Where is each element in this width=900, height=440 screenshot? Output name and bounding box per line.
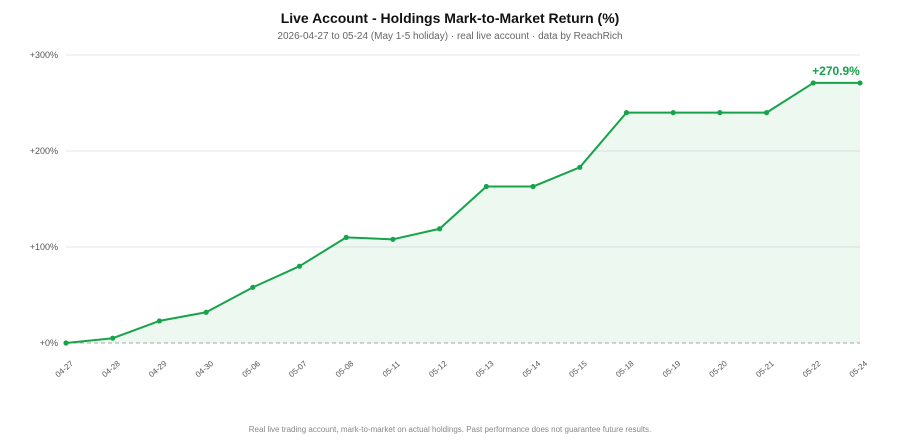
data-point (810, 80, 816, 86)
data-point (250, 284, 256, 290)
y-tick-label: +300% (30, 50, 58, 60)
series-line (65, 81, 860, 344)
data-point (857, 80, 863, 86)
data-point (717, 110, 723, 116)
x-tick-label: 04-27 (54, 359, 76, 379)
x-tick-label: 04-28 (100, 359, 122, 379)
x-tick-label: 04-29 (147, 359, 169, 379)
data-point (343, 234, 349, 240)
chart-subtitle: 2026-04-27 to 05-24 (May 1-5 holiday) · … (277, 31, 623, 42)
data-point (530, 183, 536, 190)
data-point (577, 164, 583, 170)
area-fill (66, 82, 860, 343)
data-point (623, 110, 630, 116)
x-tick-label: 05-14 (521, 359, 543, 379)
y-tick-label: +200% (30, 146, 58, 156)
x-tick-label: 05-12 (427, 359, 449, 379)
data-point (203, 309, 209, 315)
x-tick-label: 05-24 (848, 359, 870, 379)
data-point (390, 236, 396, 242)
chart-title: Live Account - Holdings Mark-to-Market R… (280, 10, 620, 26)
final-value-label: +270.9% (812, 64, 860, 78)
x-tick-label: 05-18 (614, 359, 636, 379)
data-point (296, 263, 303, 269)
data-point (437, 226, 443, 232)
x-tick-label: 05-11 (381, 359, 402, 379)
return-chart: +0% +100% +200% +300% 04-27 04-28 04-29 04-30 05… (30, 50, 870, 379)
x-tick-label: 05-20 (708, 359, 730, 379)
x-tick-label: 05-21 (754, 359, 776, 379)
x-tick-label: 05-06 (240, 359, 262, 379)
y-tick-label: +100% (30, 242, 58, 252)
data-point (670, 110, 676, 116)
x-tick-label: 05-13 (474, 359, 496, 379)
data-point (156, 318, 163, 324)
data-point (110, 335, 116, 341)
x-tick-label: 05-22 (801, 359, 823, 379)
x-tick-label: 05-07 (287, 359, 309, 379)
data-point (763, 110, 770, 116)
y-tick-label: +0% (40, 338, 58, 348)
data-point (63, 340, 69, 346)
x-tick-label: 04-30 (194, 359, 216, 379)
x-tick-label: 05-15 (567, 359, 589, 379)
x-tick-label: 05-19 (661, 359, 683, 379)
x-tick-label: 05-08 (334, 359, 356, 379)
disclaimer-footnote: Real live trading account, mark-to-marke… (248, 425, 652, 434)
data-point (483, 183, 489, 190)
